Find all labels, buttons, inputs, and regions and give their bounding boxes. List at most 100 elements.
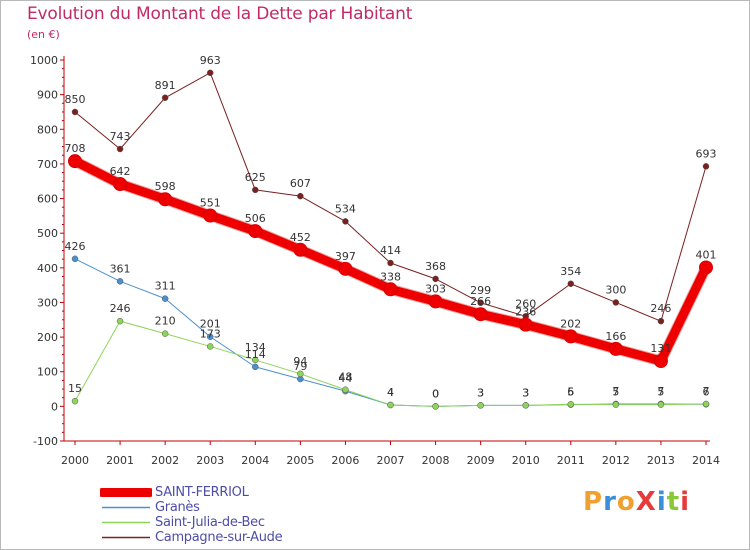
legend-swatch-saint-julia-de-bec: [102, 521, 150, 524]
data-point: [612, 401, 620, 408]
data-label: 266: [470, 295, 491, 308]
data-label: 166: [605, 330, 626, 343]
data-label: 426: [65, 240, 86, 253]
data-point: [342, 218, 349, 225]
legend-swatch-campagne-sur-aude: [102, 536, 150, 539]
data-label: 114: [245, 348, 266, 361]
y-tick-label: 600: [37, 193, 58, 206]
data-point: [432, 275, 439, 283]
x-tick-label: 2013: [647, 454, 675, 467]
data-point: [71, 108, 79, 116]
data-label: 5: [612, 386, 619, 399]
legend-label-granes: Granès: [155, 500, 200, 515]
data-label: 551: [200, 197, 221, 210]
proxiti-logo[interactable]: ProXiti: [583, 487, 690, 517]
y-tick-label: 400: [37, 262, 58, 275]
x-tick-label: 2010: [512, 454, 540, 467]
data-label: 246: [650, 302, 671, 315]
data-point: [338, 261, 353, 276]
chart-subtitle: (en €): [27, 28, 60, 41]
data-point: [206, 333, 214, 340]
data-label: 300: [605, 283, 626, 296]
data-point: [203, 208, 218, 223]
data-label: 963: [200, 54, 221, 67]
legend-item-campagne-sur-aude[interactable]: Campagne-sur-Aude: [100, 530, 283, 545]
data-point: [116, 145, 124, 153]
data-label: 368: [425, 260, 446, 273]
data-point: [252, 186, 259, 194]
x-tick-label: 2002: [151, 454, 179, 467]
data-label: 7: [657, 385, 664, 398]
data-label: 44: [338, 372, 352, 385]
logo-letter: r: [603, 487, 617, 517]
data-point: [158, 192, 173, 207]
y-tick-label: 700: [37, 158, 58, 171]
data-label: 15: [68, 382, 82, 395]
y-tick-label: 100: [37, 366, 58, 379]
logo-letter: o: [616, 487, 636, 517]
data-label: 79: [293, 360, 307, 373]
x-tick-label: 2000: [61, 454, 89, 467]
data-label: 202: [560, 317, 581, 330]
data-point: [657, 317, 665, 325]
data-label: 4: [387, 386, 394, 399]
x-tick-label: 2005: [286, 454, 314, 467]
data-point: [387, 401, 394, 409]
data-label: 94: [293, 355, 307, 368]
data-label: 397: [335, 250, 356, 263]
logo-letter: i: [680, 487, 691, 517]
data-point: [297, 192, 304, 200]
data-label: 693: [696, 147, 717, 160]
data-label: 131: [650, 342, 671, 355]
data-point: [383, 282, 398, 297]
legend-item-saint-ferriol[interactable]: SAINT-FERRIOL: [100, 485, 282, 500]
data-label: 201: [200, 318, 221, 331]
data-point: [252, 363, 259, 371]
y-tick-label: 200: [37, 331, 58, 344]
data-label: 534: [335, 202, 356, 215]
data-point: [206, 69, 214, 77]
x-tick-label: 2014: [692, 454, 720, 467]
x-tick-label: 2011: [557, 454, 585, 467]
data-label: 452: [290, 231, 311, 244]
data-label: 3: [522, 386, 529, 399]
logo-letter: t: [666, 487, 681, 517]
x-tick-label: 2009: [467, 454, 495, 467]
data-label: 260: [515, 297, 536, 310]
data-label: 708: [65, 142, 86, 155]
y-tick-label: 500: [37, 227, 58, 240]
legend-swatch-granes: [102, 506, 150, 509]
x-tick-label: 2012: [602, 454, 630, 467]
logo-letter: X: [635, 487, 657, 517]
x-tick-label: 2003: [196, 454, 224, 467]
data-point: [567, 401, 575, 408]
y-tick-label: -100: [33, 435, 58, 448]
data-point: [161, 330, 169, 337]
data-label: 48: [338, 371, 352, 384]
data-point: [567, 280, 575, 288]
data-label: 0: [432, 387, 439, 400]
data-label: 210: [155, 315, 176, 328]
x-tick-label: 2007: [377, 454, 405, 467]
data-point: [297, 370, 304, 378]
legend-swatch-saint-ferriol: [100, 488, 152, 497]
data-label: 361: [110, 262, 131, 275]
data-point: [518, 317, 533, 332]
data-point: [702, 163, 710, 170]
data-point: [116, 278, 124, 285]
data-label: 625: [245, 171, 266, 184]
legend: SAINT-FERRIOL Granès Saint-Julia-de-Bec …: [100, 485, 283, 545]
data-point: [342, 386, 349, 393]
data-label: 3: [477, 386, 484, 399]
data-label: 850: [65, 93, 86, 106]
legend-item-granes[interactable]: Granès: [100, 500, 282, 515]
data-label: 6: [567, 385, 574, 398]
legend-item-saint-julia-de-bec[interactable]: Saint-Julia-de-Bec: [100, 515, 282, 530]
data-label: 506: [245, 212, 266, 225]
data-point: [563, 329, 578, 344]
data-point: [387, 259, 394, 267]
y-tick-label: 1000: [30, 54, 58, 67]
data-point: [612, 299, 620, 306]
